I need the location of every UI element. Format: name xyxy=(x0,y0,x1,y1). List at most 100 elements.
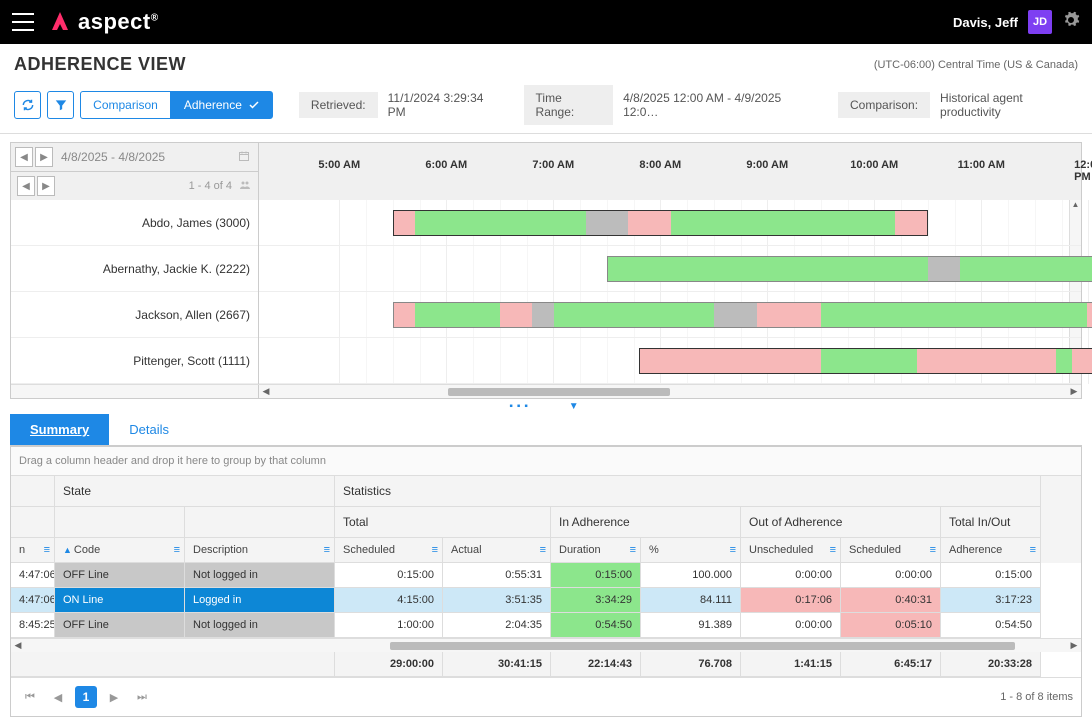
grid-cell[interactable]: 8:45:25 xyxy=(11,613,55,638)
gantt-bar[interactable] xyxy=(393,302,1092,328)
grid-cell[interactable]: 3:34:29 xyxy=(551,588,641,613)
grid-cell[interactable]: OFF Line xyxy=(55,613,185,638)
column-menu-icon[interactable]: ≡ xyxy=(324,544,330,556)
grid-cell[interactable]: 76.708 xyxy=(641,652,741,677)
scroll-thumb[interactable] xyxy=(448,388,670,396)
grid-cell[interactable]: 0:15:00 xyxy=(551,563,641,588)
grid-cell[interactable]: 0:00:00 xyxy=(841,563,941,588)
grid-cell[interactable]: Logged in xyxy=(185,588,335,613)
column-menu-icon[interactable]: ≡ xyxy=(540,544,546,556)
column-menu-icon[interactable]: ≡ xyxy=(44,544,50,556)
refresh-button[interactable] xyxy=(14,91,41,119)
grid-cell[interactable]: 30:41:15 xyxy=(443,652,551,677)
grid-cell[interactable] xyxy=(11,652,335,677)
grid-scroll-right-icon[interactable]: ▶ xyxy=(1067,640,1081,651)
column-menu-icon[interactable]: ≡ xyxy=(432,544,438,556)
gantt-bar[interactable] xyxy=(639,348,1092,374)
grid-cell[interactable]: 0:00:00 xyxy=(741,613,841,638)
grid-cell[interactable]: 4:47:06 xyxy=(11,588,55,613)
grid-cell[interactable]: Statistics xyxy=(335,476,1041,507)
grid-cell[interactable]: Scheduled≡ xyxy=(841,538,941,563)
grid-cell[interactable]: 29:00:00 xyxy=(335,652,443,677)
grid-cell[interactable]: 1:00:00 xyxy=(335,613,443,638)
column-menu-icon[interactable]: ≡ xyxy=(174,544,180,556)
grid-cell[interactable]: 3:51:35 xyxy=(443,588,551,613)
gantt-agent-label[interactable]: Pittenger, Scott (1111) xyxy=(11,338,258,384)
column-menu-icon[interactable]: ≡ xyxy=(930,544,936,556)
column-menu-icon[interactable]: ≡ xyxy=(1030,544,1036,556)
column-menu-icon[interactable]: ≡ xyxy=(630,544,636,556)
pager-prev-button[interactable]: ◀ xyxy=(47,686,69,708)
grid-cell[interactable]: OFF Line xyxy=(55,563,185,588)
gantt-bar[interactable] xyxy=(607,256,1092,282)
grid-cell[interactable]: 84.111 xyxy=(641,588,741,613)
grid-cell[interactable]: Total xyxy=(335,507,551,538)
gantt-lanes[interactable]: ▲ xyxy=(259,200,1081,384)
gantt-hscroll[interactable]: ◀ ▶ xyxy=(11,384,1081,398)
group-hint[interactable]: Drag a column header and drop it here to… xyxy=(11,447,1081,476)
grid-cell[interactable]: Duration≡ xyxy=(551,538,641,563)
grid-row[interactable]: 4:47:06ON LineLogged in4:15:003:51:353:3… xyxy=(11,588,1081,613)
grid-cell[interactable]: Not logged in xyxy=(185,563,335,588)
grid-cell[interactable]: 22:14:43 xyxy=(551,652,641,677)
gear-icon[interactable] xyxy=(1062,11,1080,34)
pager-next-button[interactable]: ▶ xyxy=(103,686,125,708)
gantt-lane[interactable] xyxy=(259,200,1081,246)
gantt-agent-label[interactable]: Abdo, James (3000) xyxy=(11,200,258,246)
user-avatar[interactable]: JD xyxy=(1028,10,1052,34)
grid-cell[interactable]: Scheduled≡ xyxy=(335,538,443,563)
grid-cell[interactable]: Adherence≡ xyxy=(941,538,1041,563)
grid-cell[interactable]: 6:45:17 xyxy=(841,652,941,677)
grid-cell[interactable]: Total In/Out xyxy=(941,507,1041,538)
tab-summary[interactable]: Summary xyxy=(10,414,109,445)
grid-cell[interactable]: Unscheduled≡ xyxy=(741,538,841,563)
page-next-button[interactable]: ▶ xyxy=(37,176,55,196)
grid-cell[interactable]: 0:54:50 xyxy=(941,613,1041,638)
grid-cell[interactable]: 0:05:10 xyxy=(841,613,941,638)
gantt-lane[interactable] xyxy=(259,292,1081,338)
scroll-right-icon[interactable]: ▶ xyxy=(1067,386,1081,397)
grid-cell[interactable] xyxy=(11,476,55,507)
grid-cell[interactable]: 0:40:31 xyxy=(841,588,941,613)
menu-icon[interactable] xyxy=(12,13,34,31)
grid-cell[interactable]: 100.000 xyxy=(641,563,741,588)
gantt-bar[interactable] xyxy=(393,210,928,236)
grid-cell[interactable]: 0:55:31 xyxy=(443,563,551,588)
gantt-agent-label[interactable]: Abernathy, Jackie K. (2222) xyxy=(11,246,258,292)
grid-cell[interactable]: Not logged in xyxy=(185,613,335,638)
grid-cell[interactable]: Out of Adherence xyxy=(741,507,941,538)
grid-cell[interactable]: 0:17:06 xyxy=(741,588,841,613)
gantt-lane[interactable] xyxy=(259,246,1081,292)
pager-page-number[interactable]: 1 xyxy=(75,686,97,708)
grid-cell[interactable]: 0:15:00 xyxy=(335,563,443,588)
gantt-agent-label[interactable]: Jackson, Allen (2667) xyxy=(11,292,258,338)
grid-cell[interactable]: %≡ xyxy=(641,538,741,563)
grid-cell[interactable]: 0:54:50 xyxy=(551,613,641,638)
tab-details[interactable]: Details xyxy=(109,414,189,445)
grid-cell[interactable]: 2:04:35 xyxy=(443,613,551,638)
grid-cell[interactable]: ▲Code≡ xyxy=(55,538,185,563)
page-prev-button[interactable]: ◀ xyxy=(17,176,35,196)
splitter-handle[interactable]: ▪▪▪ ▼ xyxy=(0,399,1092,414)
grid-cell[interactable]: 0:00:00 xyxy=(741,563,841,588)
grid-scroll-left-icon[interactable]: ◀ xyxy=(11,640,25,651)
grid-row[interactable]: 4:47:06OFF LineNot logged in0:15:000:55:… xyxy=(11,563,1081,588)
grid-cell[interactable]: Actual≡ xyxy=(443,538,551,563)
grid-cell[interactable]: State xyxy=(55,476,335,507)
calendar-icon[interactable] xyxy=(238,150,250,165)
grid-cell[interactable]: 0:15:00 xyxy=(941,563,1041,588)
grid-cell[interactable] xyxy=(55,507,185,538)
gantt-lane[interactable] xyxy=(259,338,1081,384)
grid-cell[interactable] xyxy=(185,507,335,538)
grid-cell[interactable]: n≡ xyxy=(11,538,55,563)
grid-cell[interactable]: 4:15:00 xyxy=(335,588,443,613)
date-prev-button[interactable]: ◀ xyxy=(15,147,33,167)
grid-cell[interactable]: 4:47:06 xyxy=(11,563,55,588)
grid-hscroll[interactable]: ◀ ▶ xyxy=(11,638,1081,652)
grid-cell[interactable]: Description≡ xyxy=(185,538,335,563)
grid-cell[interactable]: In Adherence xyxy=(551,507,741,538)
grid-row[interactable]: 8:45:25OFF LineNot logged in1:00:002:04:… xyxy=(11,613,1081,638)
scroll-left-icon[interactable]: ◀ xyxy=(259,386,273,397)
date-range[interactable]: 4/8/2025 - 4/8/2025 xyxy=(57,150,234,164)
comparison-toggle[interactable]: Comparison xyxy=(80,91,171,119)
